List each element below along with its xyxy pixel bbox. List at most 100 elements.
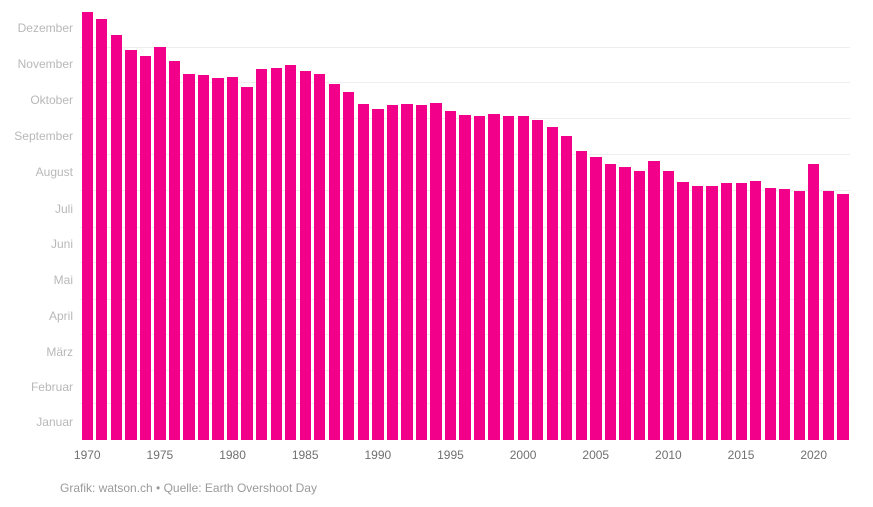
bar [459,115,470,440]
x-axis-label: 2020 [800,448,827,462]
bar [837,194,848,440]
bar [416,105,427,440]
bar [140,56,151,440]
bar [634,171,645,440]
bar-slot [501,10,516,440]
bar-slot [254,10,269,440]
x-axis-label: 1995 [437,448,464,462]
bar-slot [327,10,342,440]
bar-slot [400,10,415,440]
y-axis-label: März [0,346,73,358]
bar-slot [283,10,298,440]
bar [503,116,514,440]
bar-slot [632,10,647,440]
bar [736,183,747,440]
bar [721,183,732,440]
bar [387,105,398,440]
bar [111,35,122,440]
y-axis-label: Juni [0,238,73,250]
bar [329,84,340,440]
bar-slot [342,10,357,440]
bar [474,116,485,440]
plot-area [80,10,850,440]
x-axis-label: 1980 [219,448,246,462]
bar [125,50,136,440]
bar [765,188,776,440]
x-axis-label: 2015 [728,448,755,462]
bar [532,120,543,440]
y-axis-label: Oktober [0,94,73,106]
x-axis-label: 1970 [74,448,101,462]
bar-slot [545,10,560,440]
bar [590,157,601,440]
bar [547,127,558,440]
bar [183,74,194,440]
bar [823,191,834,440]
bar [300,71,311,440]
bar [227,77,238,440]
bar [518,116,529,440]
bars-container [80,10,850,440]
bar-slot [356,10,371,440]
bar [808,164,819,440]
bar-slot [487,10,502,440]
y-axis-label: Januar [0,416,73,428]
bar-slot [167,10,182,440]
y-axis-label: Mai [0,274,73,286]
bar-slot [603,10,618,440]
y-axis-label: November [0,58,73,70]
bar [169,61,180,440]
x-axis-label: 1975 [147,448,174,462]
bar [401,104,412,440]
x-axis-label: 2010 [655,448,682,462]
y-axis-label: September [0,130,73,142]
bar-slot [225,10,240,440]
x-axis-label: 2005 [582,448,609,462]
bar [488,114,499,440]
bar-slot [676,10,691,440]
bar-slot [763,10,778,440]
bar [82,12,93,440]
bar-slot [298,10,313,440]
bar-slot [734,10,749,440]
bar-slot [109,10,124,440]
bar [314,74,325,440]
bar [576,151,587,440]
y-axis-label: Dezember [0,22,73,34]
bar-slot [443,10,458,440]
bar [96,19,107,440]
bar-slot [821,10,836,440]
bar-slot [211,10,226,440]
bar [358,104,369,440]
bar [663,171,674,440]
y-axis-label: Juli [0,203,73,215]
bar [241,87,252,440]
bar-slot [792,10,807,440]
bar [648,161,659,440]
bar-slot [313,10,328,440]
bar-slot [661,10,676,440]
bar-slot [690,10,705,440]
bar [430,103,441,440]
bar-slot [574,10,589,440]
bar-slot [530,10,545,440]
bar-slot [458,10,473,440]
bar-slot [385,10,400,440]
bar-slot [705,10,720,440]
bar [561,136,572,440]
bar [605,164,616,440]
bar [256,69,267,440]
bar-slot [560,10,575,440]
bar-slot [414,10,429,440]
bar-slot [429,10,444,440]
bar [706,186,717,440]
bar-slot [124,10,139,440]
y-axis-label: April [0,310,73,322]
bar [445,111,456,440]
x-axis-label: 1985 [292,448,319,462]
bar-slot [778,10,793,440]
source-credit: Grafik: watson.ch • Quelle: Earth Oversh… [60,481,317,495]
overshoot-bar-chart: JanuarFebruarMärzAprilMaiJuniJuliAugustS… [0,0,873,507]
bar [212,78,223,440]
bar [372,109,383,440]
